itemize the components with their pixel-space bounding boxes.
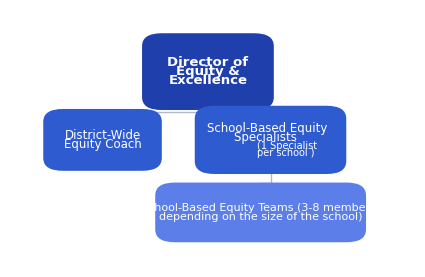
Text: School-Based Equity Teams (3-8 members,: School-Based Equity Teams (3-8 members, <box>142 203 380 213</box>
Text: depending on the size of the school): depending on the size of the school) <box>159 212 363 222</box>
FancyBboxPatch shape <box>142 33 274 110</box>
Text: Equity Coach: Equity Coach <box>64 138 142 151</box>
Text: Director of: Director of <box>167 56 249 69</box>
Text: per school ): per school ) <box>257 148 315 158</box>
Text: School-Based Equity: School-Based Equity <box>207 122 327 135</box>
Text: (1 Specialist: (1 Specialist <box>257 141 317 151</box>
FancyBboxPatch shape <box>43 109 162 171</box>
Text: Specialists: Specialists <box>234 131 300 144</box>
FancyBboxPatch shape <box>195 106 346 174</box>
Text: District-Wide: District-Wide <box>65 129 141 142</box>
Text: Equity &: Equity & <box>176 65 240 78</box>
FancyBboxPatch shape <box>155 183 366 242</box>
Text: Excellence: Excellence <box>168 74 247 87</box>
